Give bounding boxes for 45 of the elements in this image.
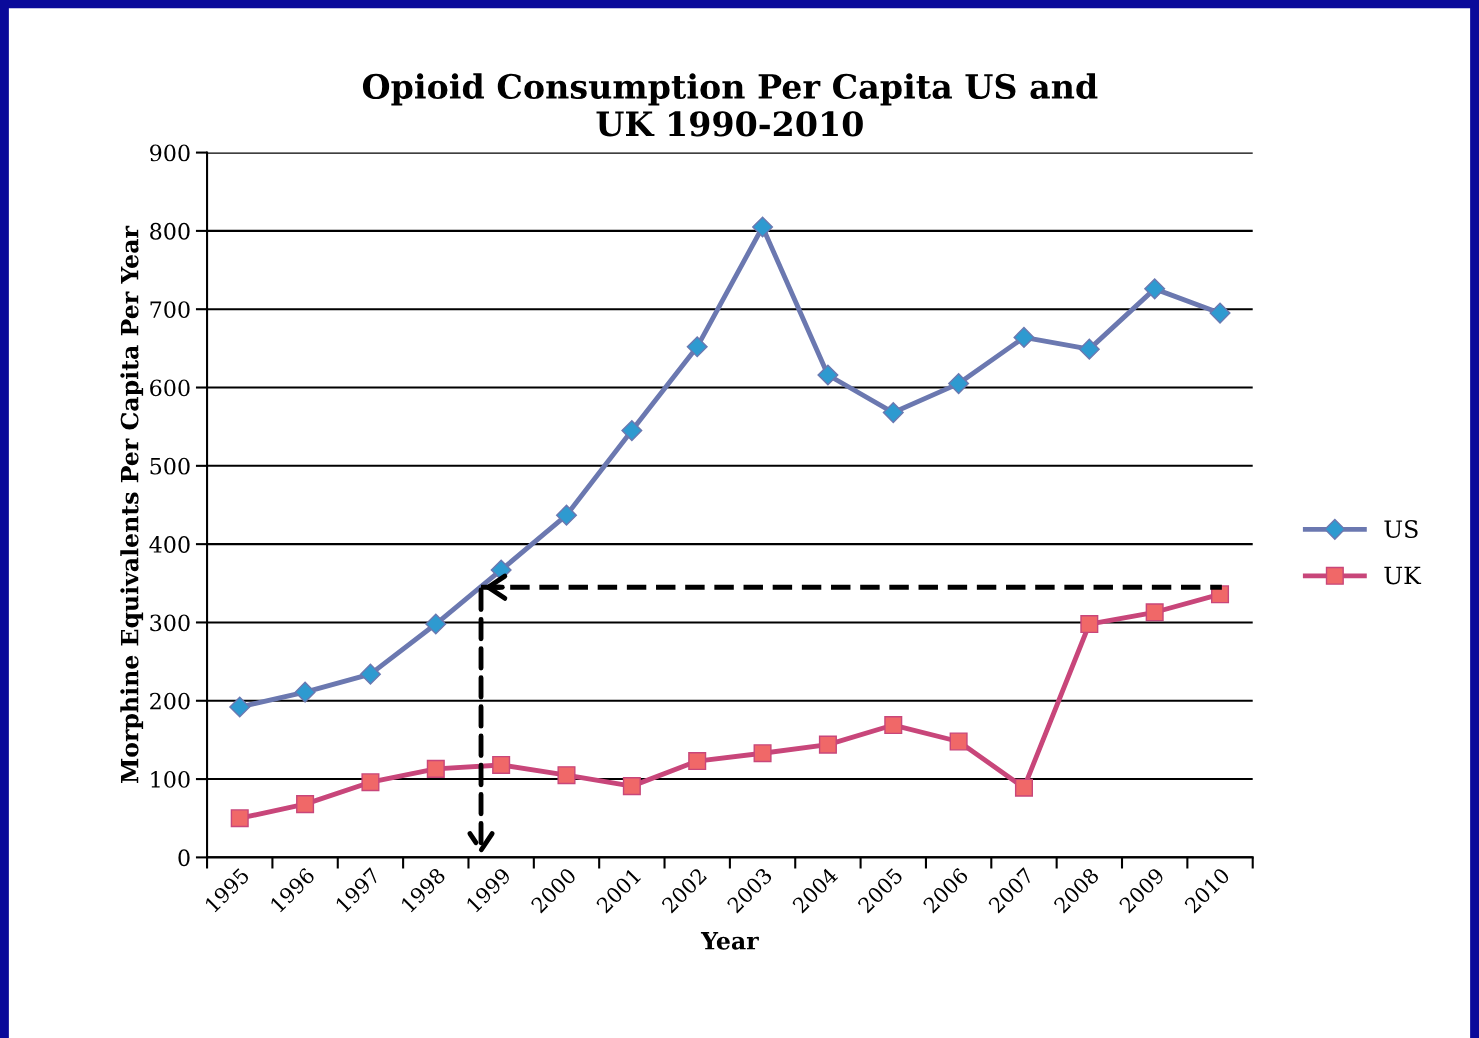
point xyxy=(492,755,511,775)
point xyxy=(229,696,251,718)
point xyxy=(1145,603,1164,622)
point xyxy=(882,402,904,424)
point xyxy=(359,663,381,685)
point xyxy=(1144,278,1166,300)
point xyxy=(752,216,774,238)
point xyxy=(688,752,707,771)
point xyxy=(296,795,315,814)
y-axis-title: Morphine Equivalents Per Capita Per Year xyxy=(120,225,144,783)
point xyxy=(361,773,380,792)
point xyxy=(818,735,837,754)
y-tick-label: 200 xyxy=(150,692,190,710)
chart-title: Opioid Consumption Per Capita US and UK 1990-2010 xyxy=(362,73,1098,137)
legend-label: UK xyxy=(1384,566,1422,585)
legend-label: US xyxy=(1384,520,1418,538)
y-tick-label: 100 xyxy=(151,771,190,788)
y-tick-label: 900 xyxy=(150,144,190,162)
y-tick-label: 700 xyxy=(150,301,190,318)
point xyxy=(686,336,708,358)
point xyxy=(1078,338,1100,360)
point xyxy=(948,373,970,395)
point xyxy=(817,364,839,386)
point xyxy=(753,744,772,763)
point xyxy=(1013,326,1035,348)
y-tick-label: 300 xyxy=(150,614,190,632)
y-tick-label: 0 xyxy=(178,849,190,867)
point xyxy=(1209,302,1231,324)
point xyxy=(622,777,641,796)
y-tick-label: 600 xyxy=(150,379,190,397)
y-tick-label: 400 xyxy=(149,536,190,553)
point xyxy=(1014,778,1034,797)
point xyxy=(294,681,316,703)
point xyxy=(949,732,968,751)
point xyxy=(555,504,578,526)
point xyxy=(425,613,447,635)
y-tick-label: 500 xyxy=(150,457,190,475)
point xyxy=(621,420,643,442)
point xyxy=(426,759,445,778)
x-axis-title: Year xyxy=(700,932,759,950)
point xyxy=(884,716,903,735)
point xyxy=(557,766,576,785)
point xyxy=(1080,614,1099,634)
y-tick-label: 800 xyxy=(150,222,190,240)
point xyxy=(230,809,249,828)
